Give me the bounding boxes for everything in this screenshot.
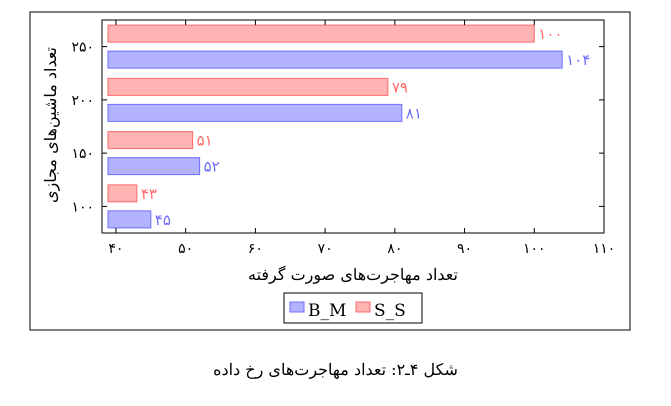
plot-area xyxy=(101,19,605,234)
legend-frame xyxy=(283,292,423,324)
bar-s-s-3 xyxy=(107,24,535,43)
x-tick-label-2: ۶۰ xyxy=(248,241,263,257)
figure-frame xyxy=(29,11,631,331)
x-tick-label-5: ۹۰ xyxy=(457,241,472,257)
x-tick-label-4: ۸۰ xyxy=(387,241,402,257)
x-tick-label-0: ۴۰ xyxy=(108,241,123,257)
bar-s-s-1 xyxy=(107,131,194,150)
y-axis-label: تعداد ماشین‌های مجازی xyxy=(41,47,60,203)
data-label-s-s-1: ۵۱ xyxy=(197,132,213,150)
x-axis-label: تعداد مهاجرت‌های صورت گرفته xyxy=(248,265,458,284)
x-tick-label-1: ۵۰ xyxy=(178,241,193,257)
data-label-s-s-3: ۱۰۰ xyxy=(538,25,562,43)
data-label-s-s-0: ۴۳ xyxy=(141,185,157,203)
legend-label-b-m: B_M xyxy=(308,301,346,321)
bar-s-s-0 xyxy=(107,184,138,203)
x-tick-label-6: ۱۰۰ xyxy=(523,241,546,257)
bar-b-m-1 xyxy=(107,157,201,176)
legend: B_M S_S xyxy=(283,292,423,324)
legend-swatch-s-s xyxy=(355,301,371,313)
legend-swatch-b-m xyxy=(289,301,305,313)
bar-b-m-3 xyxy=(107,50,563,69)
axis-ticks-group: ۱۰۰ ۱۵۰ ۲۰۰ ۲۵۰ ۴۰ ۵۰ ۶۰ ۷۰ ۸۰ ۹۰ ۱۰۰ ۱۱۰ xyxy=(71,20,615,257)
y-tick-label-1: ۱۵۰ xyxy=(71,146,94,162)
data-label-b-m-3: ۱۰۴ xyxy=(566,51,590,69)
bar-s-s-2 xyxy=(107,77,389,96)
legend-label-s-s: S_S xyxy=(374,301,406,321)
y-tick-label-0: ۱۰۰ xyxy=(71,199,94,215)
data-label-b-m-1: ۵۲ xyxy=(204,158,220,176)
figure-caption: شکل ۴ـ۲: تعداد مهاجرت‌های رخ داده xyxy=(213,360,458,379)
data-label-b-m-0: ۴۵ xyxy=(155,211,171,229)
data-label-b-m-2: ۸۱ xyxy=(406,104,422,122)
x-tick-label-7: ۱۱۰ xyxy=(593,241,616,257)
data-label-s-s-2: ۷۹ xyxy=(392,78,408,96)
y-tick-label-3: ۲۵۰ xyxy=(71,40,94,56)
x-tick-label-3: ۷۰ xyxy=(318,241,333,257)
y-tick-label-2: ۲۰۰ xyxy=(71,93,94,109)
bar-b-m-2 xyxy=(107,103,403,122)
bar-b-m-0 xyxy=(107,210,152,229)
